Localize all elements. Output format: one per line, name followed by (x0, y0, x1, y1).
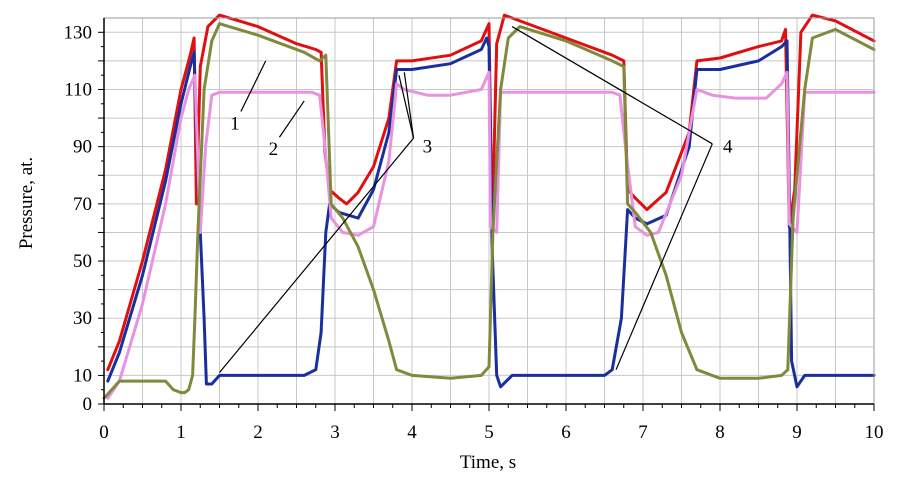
y-tick-label: 50 (73, 251, 92, 272)
leader-line-3 (398, 75, 415, 139)
axes (98, 17, 875, 411)
x-tick-label: 2 (253, 422, 263, 443)
leader-line-2 (278, 100, 305, 138)
y-axis-title: Pressure, at. (16, 157, 37, 249)
callout-label-2: 2 (269, 139, 279, 160)
callout-annotations: 1 2 3 4 (219, 26, 733, 373)
x-tick-label: 0 (99, 422, 109, 443)
callout-label-3: 3 (423, 136, 433, 157)
x-axis-title: Time, s (460, 452, 516, 473)
leader-line-3 (403, 72, 415, 139)
series-line-3 (106, 70, 876, 400)
x-tick-label: 5 (484, 422, 494, 443)
x-tick-label: 1 (176, 422, 186, 443)
y-tick-label: 0 (83, 394, 93, 415)
tick-labels: 0 1 2 3 4 5 6 7 8 9 10 0 10 30 50 70 90 110 130 (64, 22, 884, 443)
leader-line-3 (219, 137, 415, 373)
series-line-4 (102, 22, 876, 400)
y-tick-label: 130 (64, 22, 93, 43)
series-lines (102, 13, 876, 400)
leader-line-1 (240, 60, 267, 112)
x-tick-label: 9 (792, 422, 802, 443)
leader-line-4 (511, 26, 713, 145)
y-tick-label: 70 (73, 194, 92, 215)
series-line-2 (106, 36, 876, 389)
x-tick-label: 7 (638, 422, 648, 443)
x-tick-label: 3 (330, 422, 340, 443)
leader-line-4 (615, 143, 713, 370)
x-tick-label: 10 (865, 422, 884, 443)
y-tick-label: 90 (73, 137, 92, 158)
y-tick-label: 10 (73, 365, 92, 386)
x-tick-label: 4 (407, 422, 417, 443)
callout-label-1: 1 (230, 114, 240, 135)
callout-label-4: 4 (723, 136, 733, 157)
y-tick-label: 110 (64, 79, 92, 100)
series-line-1 (106, 13, 876, 372)
y-tick-label: 30 (73, 308, 92, 329)
x-tick-label: 8 (715, 422, 725, 443)
x-tick-label: 6 (561, 422, 571, 443)
